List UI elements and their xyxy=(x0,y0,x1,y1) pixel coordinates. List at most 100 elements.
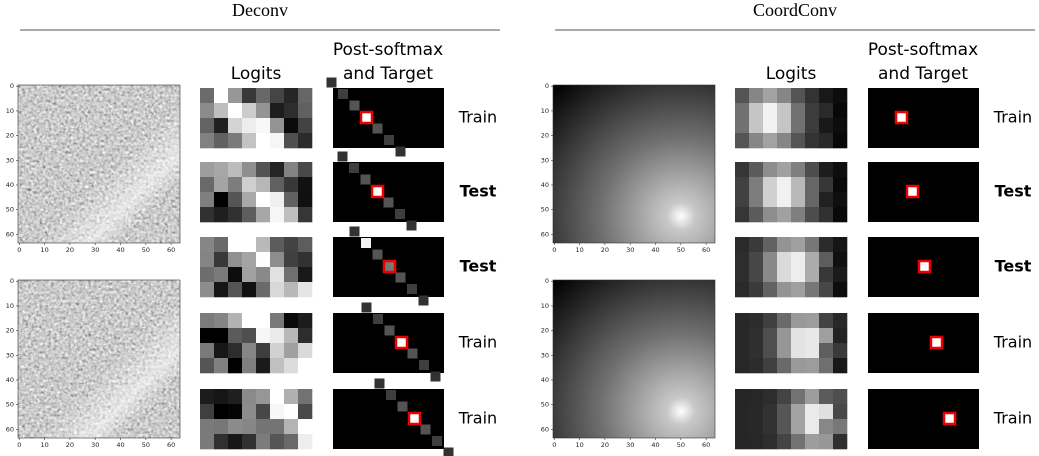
logit-cell xyxy=(833,192,848,208)
softmax-image xyxy=(333,151,444,231)
logits-header: Logits xyxy=(231,64,282,84)
logit-cell xyxy=(214,389,229,405)
logit-cell xyxy=(270,207,285,223)
logit-cell xyxy=(833,88,848,104)
softmax-cell xyxy=(383,197,394,208)
y-tick-label: 60 xyxy=(541,230,549,238)
panel-title: CoordConv xyxy=(753,0,837,20)
logit-cell xyxy=(777,252,792,268)
logit-cell xyxy=(298,313,313,329)
panel-title: Deconv xyxy=(232,0,288,20)
logit-cell xyxy=(228,404,243,420)
logit-cell xyxy=(777,343,792,359)
logit-cell xyxy=(805,237,820,253)
logit-cell xyxy=(763,267,778,283)
y-tick-label: 60 xyxy=(6,425,14,433)
logit-cell xyxy=(242,358,257,374)
heatmap-frame xyxy=(17,84,181,244)
softmax-cell xyxy=(338,89,348,99)
logit-cell xyxy=(777,88,792,104)
y-tick-label: 0 xyxy=(545,277,549,285)
y-tick-label: 10 xyxy=(541,302,549,310)
softmax-header: Post-softmax xyxy=(333,40,443,60)
logit-cell xyxy=(242,88,257,104)
logit-cell xyxy=(284,343,299,359)
logits-image xyxy=(735,162,848,223)
y-tick-label: 60 xyxy=(541,425,549,433)
row-label: Train xyxy=(993,108,1032,127)
logit-cell xyxy=(298,118,313,134)
logit-cell xyxy=(777,207,792,223)
y-tick-label: 10 xyxy=(6,107,14,115)
logit-cell xyxy=(777,177,792,193)
logit-cell xyxy=(200,358,215,374)
logit-cell xyxy=(214,434,229,450)
logit-cell xyxy=(298,419,313,435)
logit-cell xyxy=(735,162,750,178)
softmax-image xyxy=(333,226,444,306)
heatmap: 0 0 10 10 20 20 30 30 40 40 50 50 60 60 xyxy=(541,82,716,254)
target-box xyxy=(407,411,422,426)
logit-cell xyxy=(833,404,848,420)
logit-cell xyxy=(805,252,820,268)
logit-cell xyxy=(735,192,750,208)
softmax-image xyxy=(333,302,444,382)
logit-cell xyxy=(256,358,271,374)
x-tick-label: 60 xyxy=(167,441,175,449)
logit-cell xyxy=(242,419,257,435)
logit-cell xyxy=(200,88,215,104)
row-label: Train xyxy=(458,409,497,428)
logit-cell xyxy=(763,177,778,193)
logit-cell xyxy=(749,103,764,119)
logit-cell xyxy=(763,207,778,223)
softmax-cell xyxy=(349,163,359,173)
logit-cell xyxy=(298,237,313,253)
logit-cell xyxy=(200,162,215,178)
logit-cell xyxy=(284,162,299,178)
softmax-cell xyxy=(420,424,431,435)
logits-image xyxy=(735,313,848,374)
logit-cell xyxy=(735,252,750,268)
logit-cell xyxy=(735,267,750,283)
logit-cell xyxy=(256,88,271,104)
softmax-cell xyxy=(372,123,383,134)
y-tick-label: 10 xyxy=(541,107,549,115)
logit-cell xyxy=(749,177,764,193)
logit-cell xyxy=(270,103,285,119)
logit-cell xyxy=(298,192,313,208)
logit-cell xyxy=(749,419,764,435)
logit-cell xyxy=(819,389,834,405)
logit-cell xyxy=(735,419,750,435)
logit-cell xyxy=(242,162,257,178)
heatmap-streak xyxy=(18,85,180,243)
softmax-cell xyxy=(349,100,360,111)
logits-image xyxy=(200,389,313,450)
target-box xyxy=(929,335,944,350)
logit-cell xyxy=(791,177,806,193)
logit-cell xyxy=(777,434,792,450)
logit-cell xyxy=(214,162,229,178)
logit-cell xyxy=(777,162,792,178)
logit-cell xyxy=(777,267,792,283)
softmax-cell xyxy=(349,226,360,237)
logit-cell xyxy=(298,133,313,149)
logit-cell xyxy=(228,162,243,178)
logit-cell xyxy=(763,282,778,298)
logit-cell xyxy=(763,404,778,420)
logit-cell xyxy=(270,419,285,435)
logits-image xyxy=(735,88,848,149)
logit-cell xyxy=(833,343,848,359)
logit-cell xyxy=(805,118,820,134)
logit-cell xyxy=(791,192,806,208)
logit-cell xyxy=(763,162,778,178)
softmax-image xyxy=(333,378,454,456)
heatmap: 0 0 10 10 20 20 30 30 40 40 50 50 60 60 xyxy=(541,277,716,449)
logit-cell xyxy=(833,434,848,450)
logit-cell xyxy=(242,328,257,344)
logit-cell xyxy=(735,328,750,344)
logit-cell xyxy=(214,404,229,420)
logit-cell xyxy=(242,192,257,208)
logit-cell xyxy=(214,118,229,134)
heatmap-frame xyxy=(552,279,716,439)
logit-cell xyxy=(763,419,778,435)
